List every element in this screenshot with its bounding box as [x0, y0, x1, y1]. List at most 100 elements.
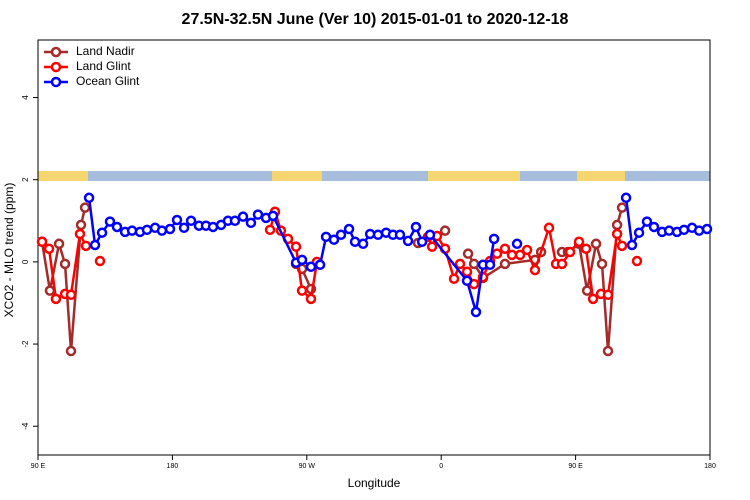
data-point [424, 229, 436, 241]
data-point [454, 258, 466, 270]
data-point [343, 223, 355, 235]
data-point [372, 229, 384, 241]
y-tick-label: -2 [21, 340, 30, 348]
data-point [499, 258, 511, 270]
data-point [462, 248, 474, 259]
land-band [272, 171, 322, 181]
data-point [439, 225, 451, 236]
x-tick-label: 180 [704, 463, 716, 470]
x-tick-label: 90 E [31, 463, 46, 470]
data-point [74, 228, 86, 240]
data-point [296, 285, 308, 296]
data-point [511, 238, 523, 250]
data-point [663, 225, 675, 236]
data-point [484, 259, 496, 271]
data-point [641, 216, 653, 227]
legend-label: Land Glint [76, 59, 131, 73]
data-point [556, 258, 568, 270]
x-tick-label: 180 [167, 463, 179, 470]
plot-frame [37, 39, 711, 456]
data-point [602, 345, 614, 357]
data-point [36, 236, 48, 247]
data-point [701, 223, 713, 235]
data-point [65, 289, 77, 301]
data-point [314, 259, 326, 271]
legend-label: Land Nadir [76, 44, 135, 58]
data-point [488, 233, 500, 245]
y-tick-label: 2 [21, 177, 30, 182]
data-point [59, 258, 71, 270]
data-point [305, 261, 317, 273]
data-point [590, 238, 602, 250]
data-point [50, 293, 62, 305]
data-point [631, 255, 643, 267]
data-point [178, 222, 190, 234]
data-point [587, 293, 599, 305]
land-band [428, 171, 520, 181]
data-point [245, 217, 257, 229]
x-tick-label: 90 E [568, 463, 583, 470]
legend-marker [50, 46, 62, 58]
data-point [678, 224, 690, 236]
data-point [141, 224, 153, 236]
y-tick-label: -4 [21, 422, 30, 430]
data-point [470, 306, 482, 318]
y-tick-label: 4 [21, 95, 30, 100]
land-ocean-strip [38, 171, 710, 181]
data-point [80, 240, 92, 252]
data-point [328, 234, 340, 245]
data-point [573, 236, 585, 247]
data-point [491, 248, 503, 259]
data-point [296, 254, 308, 266]
data-point [394, 229, 406, 241]
data-point [648, 221, 660, 233]
data-point [79, 202, 91, 213]
data-point [448, 273, 460, 284]
data-point [461, 266, 473, 277]
data-point [126, 225, 138, 236]
data-point [616, 240, 628, 252]
data-point [44, 285, 56, 296]
data-point [53, 238, 65, 250]
data-point [335, 229, 347, 241]
data-point [499, 243, 511, 254]
data-point [94, 255, 106, 267]
data-point [104, 216, 116, 227]
data-point [207, 221, 219, 233]
data-point [65, 345, 77, 357]
data-point [426, 241, 438, 252]
data-point [620, 192, 632, 204]
legend-marker [50, 76, 62, 88]
data-point [416, 236, 428, 247]
legend-marker [50, 61, 62, 73]
data-point [626, 239, 638, 251]
data-point [252, 209, 264, 220]
data-point [633, 227, 645, 238]
land-band [577, 171, 625, 181]
data-point [89, 239, 101, 251]
data-point [521, 244, 533, 256]
data-point [543, 222, 555, 234]
data-point [267, 210, 279, 222]
data-point [185, 215, 197, 227]
data-point [410, 221, 422, 233]
x-tick-label: 90 W [299, 463, 316, 470]
data-point [156, 225, 168, 236]
data-point [602, 289, 614, 301]
data-point [111, 221, 123, 233]
y-axis-label: XCO2 - MLO trend (ppm) [2, 183, 16, 318]
ocean-band [38, 171, 710, 181]
data-point [96, 227, 108, 238]
data-point [237, 211, 249, 222]
data-point [164, 223, 176, 235]
x-axis-label: Longitude [348, 476, 401, 490]
data-point [43, 243, 55, 254]
data-point [506, 249, 518, 261]
x-tick-label: 0 [439, 463, 443, 470]
data-point [616, 202, 628, 213]
data-point [581, 285, 593, 296]
data-point [611, 228, 623, 240]
data-point [229, 215, 241, 227]
